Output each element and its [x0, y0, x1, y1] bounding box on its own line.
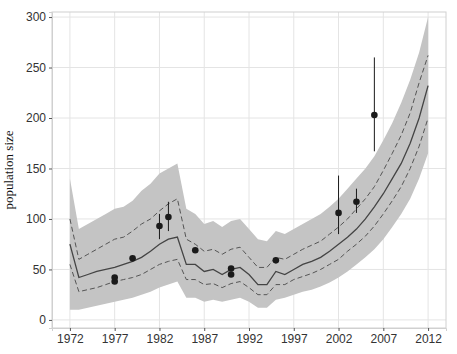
observation-point: [353, 199, 360, 206]
observation-point: [228, 265, 235, 272]
x-tick: 1972: [57, 328, 84, 346]
y-axis-title: population size: [1, 130, 16, 209]
grid: [52, 12, 446, 328]
x-tick: 1992: [236, 328, 263, 346]
x-tick-label: 1977: [102, 332, 129, 346]
y-tick-label: 250: [26, 61, 46, 75]
plot-frame: [52, 12, 446, 328]
y-tick: 0: [39, 313, 52, 327]
panel-background: [52, 12, 446, 328]
y-tick: 200: [26, 111, 52, 125]
y-tick: 50: [33, 263, 52, 277]
observation-point: [111, 274, 118, 281]
observation-point: [371, 112, 378, 119]
x-tick: 1987: [191, 328, 218, 346]
x-tick: 1997: [281, 328, 308, 346]
y-tick-mark: [49, 219, 52, 220]
quantile-line: [70, 55, 428, 267]
y-tick-mark: [49, 17, 52, 18]
x-tick-label: 1997: [281, 332, 308, 346]
y-tick-label: 200: [26, 111, 46, 125]
x-tick: 2012: [415, 328, 442, 346]
observation-point: [156, 223, 163, 230]
y-tick-label: 300: [26, 10, 46, 24]
y-axis: 0 50 100 150 200 250 300: [26, 10, 53, 328]
y-grid-line: [52, 67, 446, 68]
marks: [70, 17, 428, 310]
y-tick-label: 50: [33, 263, 47, 277]
median-line: [70, 86, 428, 285]
observation-point: [228, 271, 235, 278]
observation-point: [273, 257, 280, 264]
y-tick-mark: [49, 269, 52, 270]
y-grid-line: [52, 17, 446, 18]
x-tick-label: 2002: [326, 332, 353, 346]
x-tick-label: 1987: [191, 332, 218, 346]
y-axis-line: [49, 13, 53, 329]
y-tick-mark: [49, 68, 52, 69]
x-axis: 1972 1977 1982 1987 1992 1997 2002 2007 2012: [53, 328, 447, 346]
y-grid-line: [52, 118, 446, 119]
observation-point: [335, 210, 342, 217]
y-tick: 300: [26, 10, 52, 24]
x-tick: 2002: [326, 328, 353, 346]
y-grid-line: [52, 319, 446, 320]
error-bar: [338, 176, 339, 235]
x-tick: 2007: [370, 328, 397, 346]
chart: 1972 1977 1982 1987 1992 1997 2002 2007 2012 0 50 1…: [0, 0, 457, 354]
y-tick-label: 150: [26, 162, 46, 176]
observation-point: [129, 255, 136, 262]
x-tick-label: 2012: [415, 332, 442, 346]
observation-point: [192, 247, 199, 254]
y-tick-label: 0: [39, 313, 46, 327]
y-tick-mark: [49, 118, 52, 119]
simulation-envelope: [70, 17, 428, 310]
x-tick-label: 1982: [147, 332, 174, 346]
observation-point: [165, 214, 172, 221]
x-grid-line: [338, 12, 339, 328]
x-tick-label: 1992: [236, 332, 263, 346]
x-tick-label: 1972: [57, 332, 84, 346]
y-tick: 150: [26, 162, 52, 176]
y-tick-mark: [49, 168, 52, 169]
x-tick-label: 2007: [370, 332, 397, 346]
x-tick: 1982: [147, 328, 174, 346]
y-tick-mark: [49, 320, 52, 321]
error-bar: [374, 57, 375, 151]
y-tick: 250: [26, 61, 52, 75]
x-tick: 1977: [102, 328, 129, 346]
y-tick-label: 100: [26, 212, 46, 226]
y-tick: 100: [26, 212, 52, 226]
